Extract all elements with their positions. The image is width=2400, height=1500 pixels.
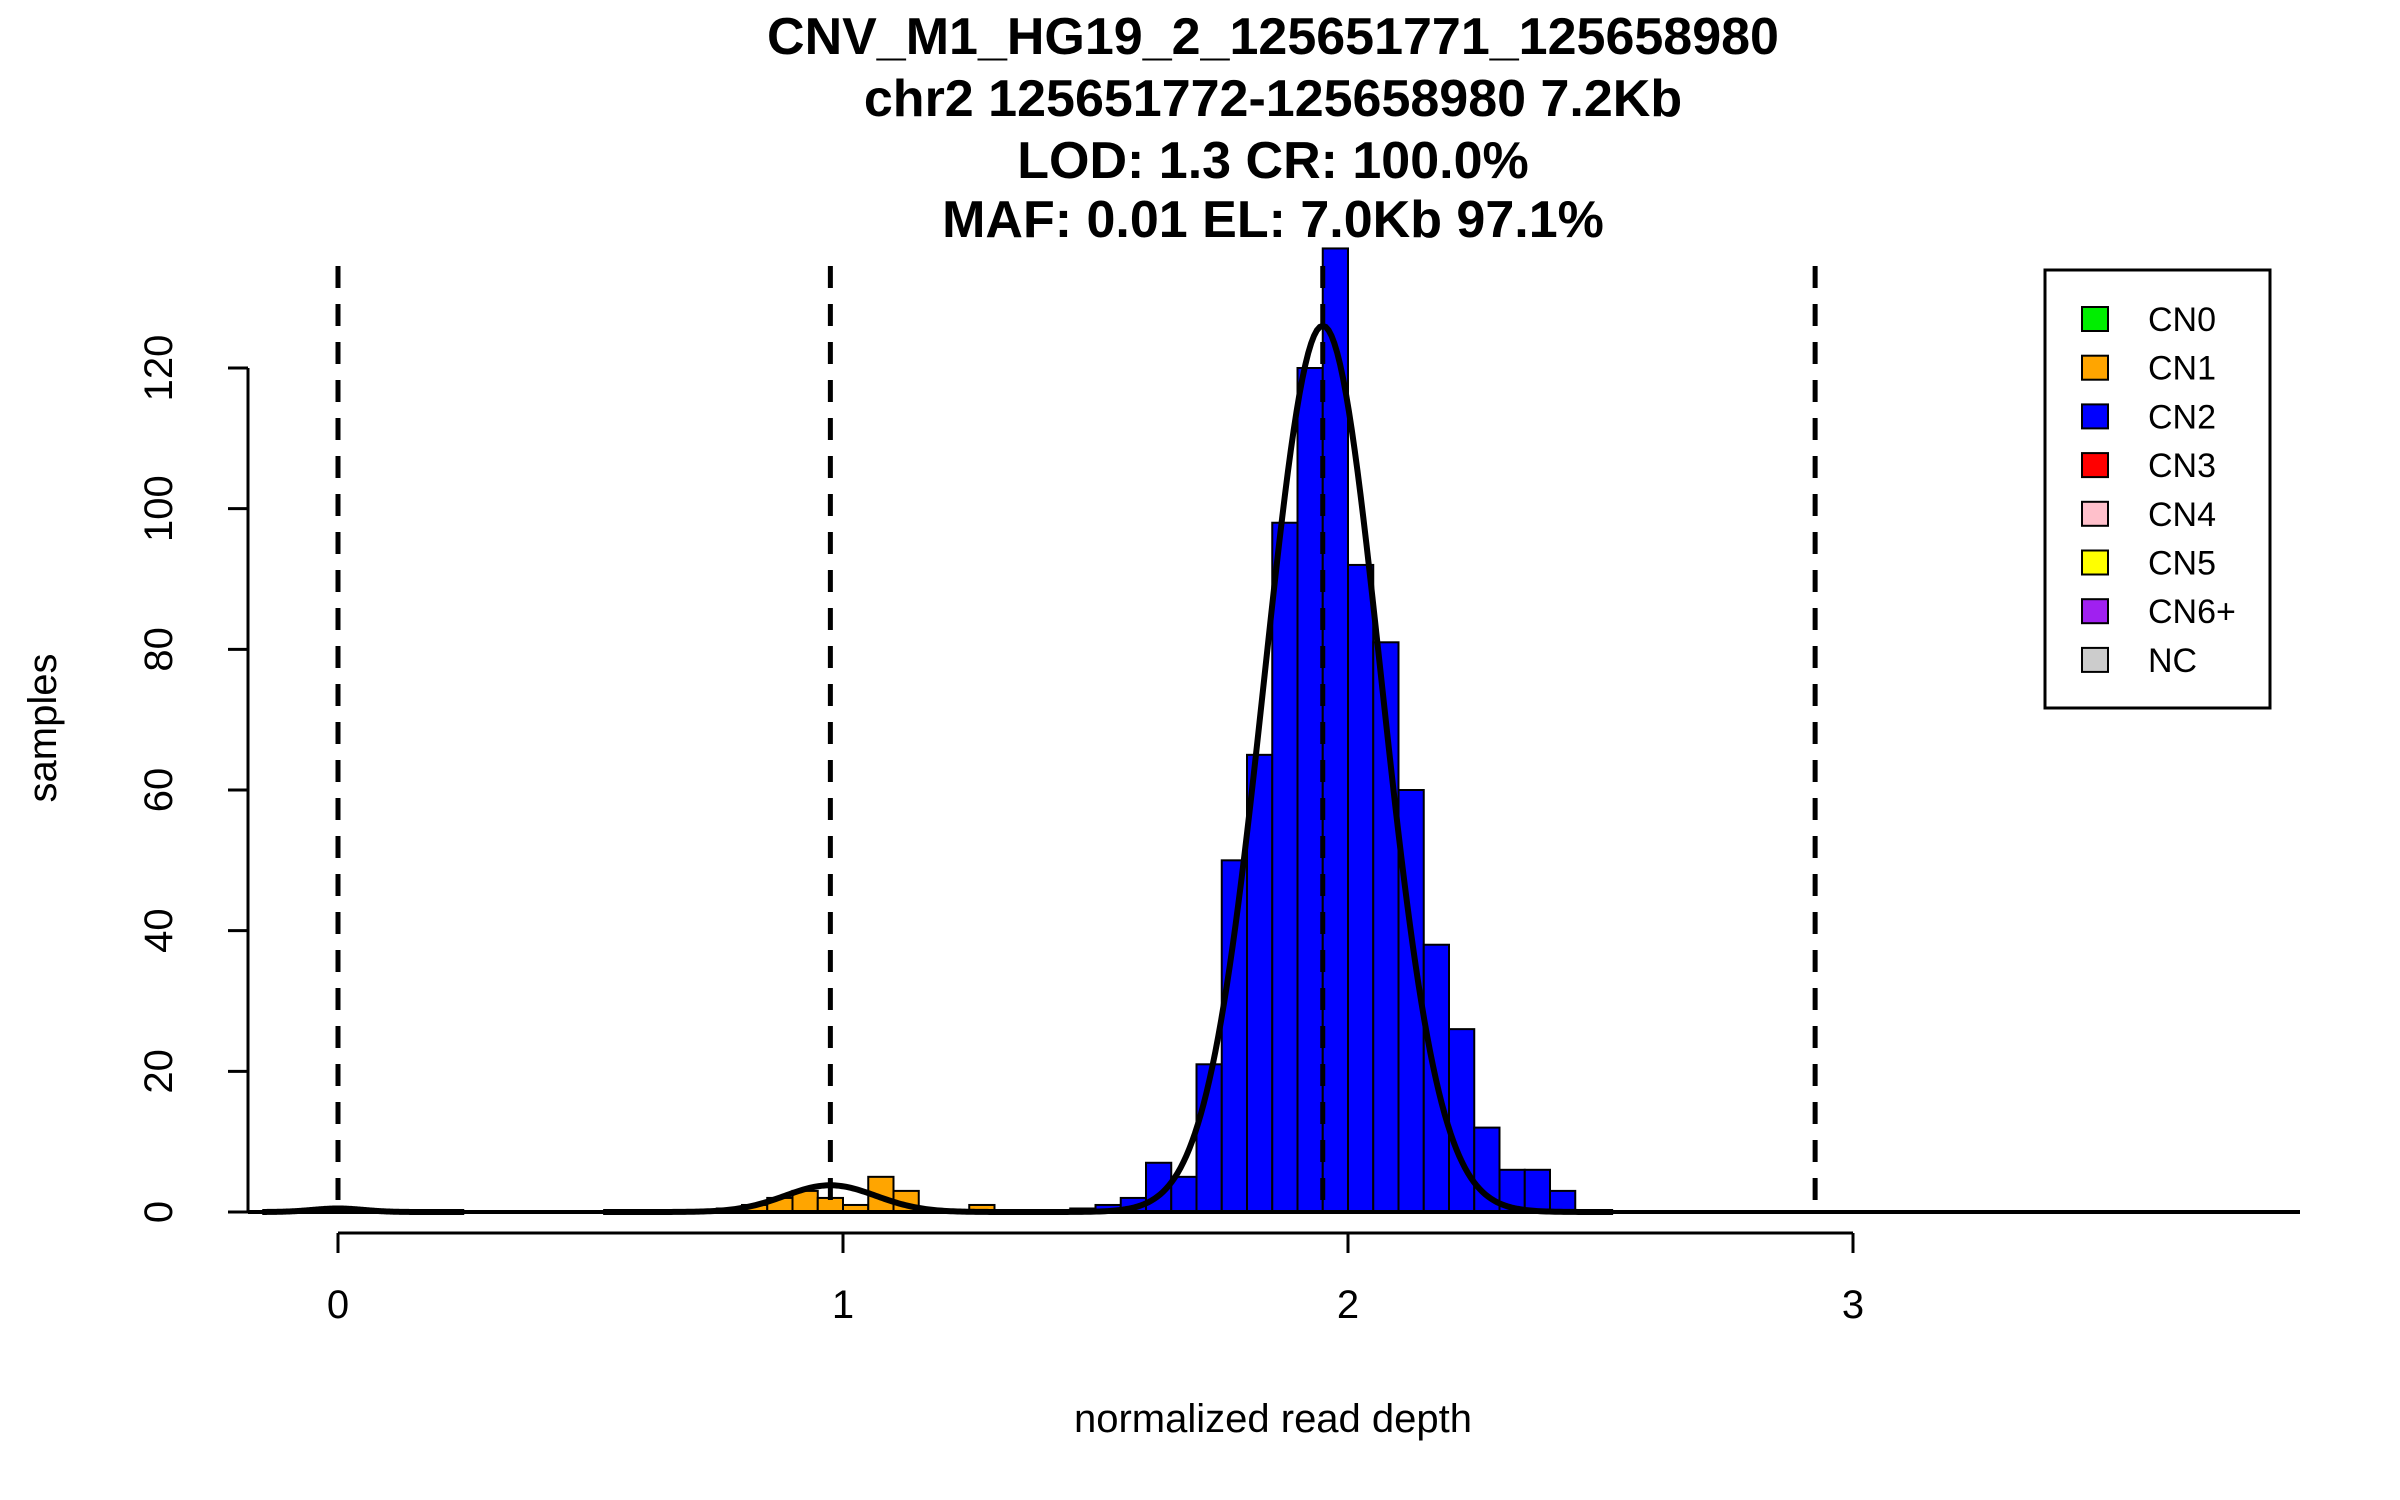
legend-swatch: [2081, 306, 2109, 332]
legend-label: CN3: [2148, 447, 2216, 485]
histogram-bar: [1296, 367, 1324, 1213]
legend-label: CN5: [2148, 545, 2216, 583]
y-axis-label: samples: [21, 654, 65, 803]
legend-label: CN4: [2148, 496, 2216, 534]
legend-label: CN0: [2148, 301, 2216, 339]
y-tick-label: 60: [137, 768, 181, 813]
y-tick-label: 40: [137, 908, 181, 953]
dashed-lines-layer: [335, 266, 1818, 1212]
legend-swatch: [2081, 354, 2109, 381]
histogram-bar: [1271, 521, 1299, 1213]
y-tick-label: 80: [137, 627, 181, 672]
legend-box: [2043, 268, 2272, 710]
legend-swatch: [2081, 452, 2109, 479]
legend-swatch: [2081, 500, 2109, 527]
legend-swatch: [2081, 549, 2109, 576]
bars-layer: [715, 247, 1577, 1214]
histogram-bar: [1448, 1028, 1476, 1213]
histogram-bar: [1347, 563, 1375, 1213]
title-line-2: chr2 125651772-125658980 7.2Kb: [864, 70, 1682, 128]
y-tick-label: 120: [137, 335, 181, 402]
legend-label: CN1: [2148, 350, 2216, 388]
title-line-3: LOD: 1.3 CR: 100.0%: [1017, 132, 1529, 190]
axes-layer: 0 1 2 3 0 20 40 60 80 100 120: [137, 335, 1864, 1327]
x-tick-label: 2: [1337, 1283, 1359, 1327]
x-tick-label: 0: [327, 1283, 349, 1327]
histogram-bar: [816, 1196, 844, 1214]
x-axis-label: normalized read depth: [1074, 1397, 1472, 1441]
legend-swatch: [2081, 646, 2109, 673]
y-tick-label: 20: [137, 1049, 181, 1094]
legend-label: CN2: [2148, 398, 2216, 436]
x-tick-label: 1: [832, 1283, 854, 1327]
title-line-4: MAF: 0.01 EL: 7.0Kb 97.1%: [942, 191, 1604, 249]
histogram-bar: [1422, 943, 1450, 1213]
y-tick-label: 0: [137, 1201, 181, 1223]
y-tick-label: 100: [137, 475, 181, 542]
title-block: CNV_M1_HG19_2_125651771_125658980 chr2 1…: [767, 8, 1779, 249]
legend-label: NC: [2148, 642, 2197, 680]
title-line-1: CNV_M1_HG19_2_125651771_125658980: [767, 8, 1779, 66]
legend: CN0 CN1 CN2 CN3 CN4 CN5 CN6+ NC: [2043, 268, 2272, 710]
histogram-bar: [1246, 753, 1274, 1213]
legend-swatch: [2081, 598, 2109, 625]
legend-label: CN6+: [2148, 593, 2236, 631]
histogram-bar: [1523, 1168, 1551, 1214]
legend-swatch: [2081, 403, 2109, 430]
x-tick-label: 3: [1842, 1283, 1864, 1327]
